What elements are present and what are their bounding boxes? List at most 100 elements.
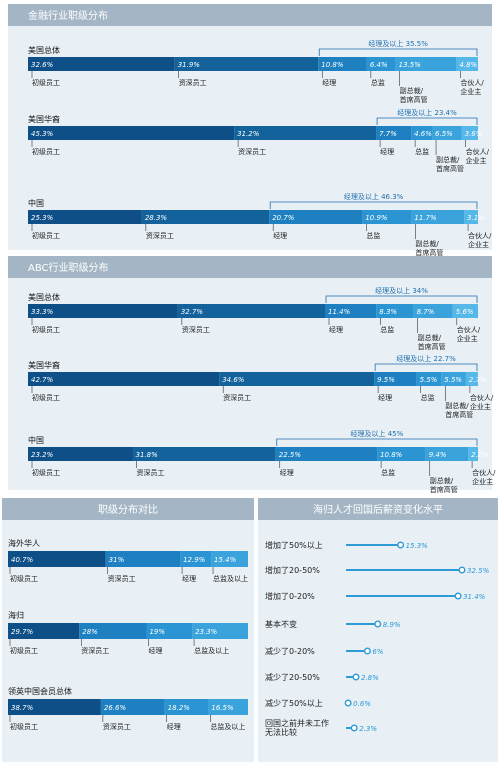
segment-value: 22.5% — [279, 451, 302, 459]
category-label: 初级员工 — [10, 722, 38, 731]
bar-segment — [28, 304, 178, 318]
category-label: 资深员工 — [238, 147, 266, 156]
segment-value: 7.7% — [379, 130, 397, 138]
group-name: 美国华裔 — [28, 360, 60, 370]
segment-value: 31.9% — [178, 61, 201, 69]
segment-value: 26.6% — [104, 704, 127, 712]
segment-value: 11.4% — [328, 308, 351, 316]
category-label: 经理 — [322, 78, 336, 87]
bar-segment — [395, 57, 457, 71]
segment-value: 5.5% — [420, 376, 438, 384]
salary-dot — [454, 592, 462, 600]
category-label: 经理 — [148, 646, 162, 655]
bracket-label: 经理及以上 35.5% — [368, 39, 428, 48]
category-label: 总监 — [371, 78, 385, 87]
bar-segment — [468, 447, 478, 461]
bracket-label: 经理及以上 45% — [350, 429, 403, 438]
section-title: 金融行业职级分布 — [28, 9, 108, 22]
category-label: 经理 — [378, 393, 392, 402]
segment-value: 31.8% — [136, 451, 159, 459]
segment-value: 32.6% — [31, 61, 54, 69]
group-name: 海归 — [8, 610, 24, 620]
bar-segment — [416, 372, 442, 386]
category-label: 初级员工 — [32, 393, 60, 402]
segment-value: 16.5% — [211, 704, 234, 712]
category-label: 资深员工 — [81, 646, 109, 655]
bar-segment — [234, 126, 377, 140]
bar-segment — [100, 699, 165, 715]
group-name: 海外华人 — [8, 538, 40, 548]
category-label: 总监 — [421, 393, 435, 402]
segment-value: 28% — [82, 628, 98, 636]
segment-value: 2.7% — [469, 376, 487, 384]
bar-segment — [146, 623, 193, 639]
bar-segment — [374, 372, 417, 386]
bar-segment — [411, 126, 433, 140]
category-label: 经理 — [167, 722, 181, 731]
bar-segment — [456, 57, 478, 71]
segment-value: 18.2% — [168, 704, 191, 712]
bar-segment — [377, 447, 426, 461]
bar-segment — [192, 623, 248, 639]
salary-dot — [374, 620, 382, 628]
segment-value: 23.3% — [195, 628, 218, 636]
salary-dot — [397, 541, 405, 549]
section-header — [2, 498, 254, 520]
segment-value: 25.3% — [31, 214, 54, 222]
section-header — [8, 256, 492, 278]
segment-value: 12.9% — [183, 556, 206, 564]
bar-segment — [425, 447, 469, 461]
salary-category: 基本不变 — [265, 619, 297, 629]
salary-value: 15.3% — [406, 542, 429, 550]
segment-value: 28.3% — [145, 214, 168, 222]
section-header — [258, 498, 498, 520]
section-title: 海归人才回国后薪资变化水平 — [313, 503, 443, 516]
category-label: 总监 — [380, 325, 394, 334]
category-label: 经理 — [280, 468, 294, 477]
category-label: 副总裁/首席高管 — [445, 401, 473, 419]
group-name: 美国总体 — [28, 292, 60, 302]
category-label: 副总裁/首席高管 — [400, 86, 428, 104]
segment-value: 9.4% — [429, 451, 447, 459]
bar-segment — [325, 304, 377, 318]
bar-segment — [177, 304, 325, 318]
group-name: 中国 — [28, 198, 44, 208]
segment-value: 6.4% — [370, 61, 388, 69]
bracket-line — [276, 438, 478, 446]
category-label: 合伙人/企业主 — [468, 231, 492, 249]
category-label: 合伙人/企业主 — [470, 393, 494, 411]
bar-segment — [413, 304, 453, 318]
segment-value: 10.9% — [365, 214, 388, 222]
segment-value: 40.7% — [11, 556, 34, 564]
segment-value: 3.1% — [467, 214, 485, 222]
category-label: 资深员工 — [179, 78, 207, 87]
category-label: 初级员工 — [32, 325, 60, 334]
section-title: 职级分布对比 — [98, 503, 158, 516]
category-label: 副总裁/首席高管 — [436, 155, 464, 173]
category-label: 总监及以上 — [210, 722, 245, 731]
salary-category: 回国之前并未工作无法比较 — [265, 718, 329, 737]
category-label: 初级员工 — [32, 78, 60, 87]
salary-category: 减少了20-50% — [265, 672, 320, 682]
salary-category: 减少了0-20% — [265, 646, 315, 656]
category-label: 经理 — [182, 574, 196, 583]
segment-value: 23.2% — [31, 451, 54, 459]
category-label: 资深员工 — [108, 574, 136, 583]
bar-segment — [366, 57, 396, 71]
bar-segment — [180, 551, 212, 567]
salary-value: 8.9% — [383, 621, 401, 629]
group-name: 美国华裔 — [28, 114, 60, 124]
category-label: 初级员工 — [32, 231, 60, 240]
category-label: 副总裁/首席高管 — [415, 239, 443, 257]
category-label: 总监及以上 — [213, 574, 248, 583]
category-label: 合伙人/企业主 — [457, 325, 481, 343]
segment-value: 32.7% — [181, 308, 204, 316]
bracket-line — [376, 117, 478, 125]
category-label: 资深员工 — [182, 325, 210, 334]
segment-value: 9.5% — [377, 376, 395, 384]
group-name: 领英中国会员总体 — [8, 686, 72, 696]
salary-value: 2.8% — [361, 674, 379, 682]
category-label: 副总裁/首席高管 — [418, 333, 446, 351]
segment-value: 13.5% — [399, 61, 422, 69]
segment-value: 38.7% — [11, 704, 34, 712]
